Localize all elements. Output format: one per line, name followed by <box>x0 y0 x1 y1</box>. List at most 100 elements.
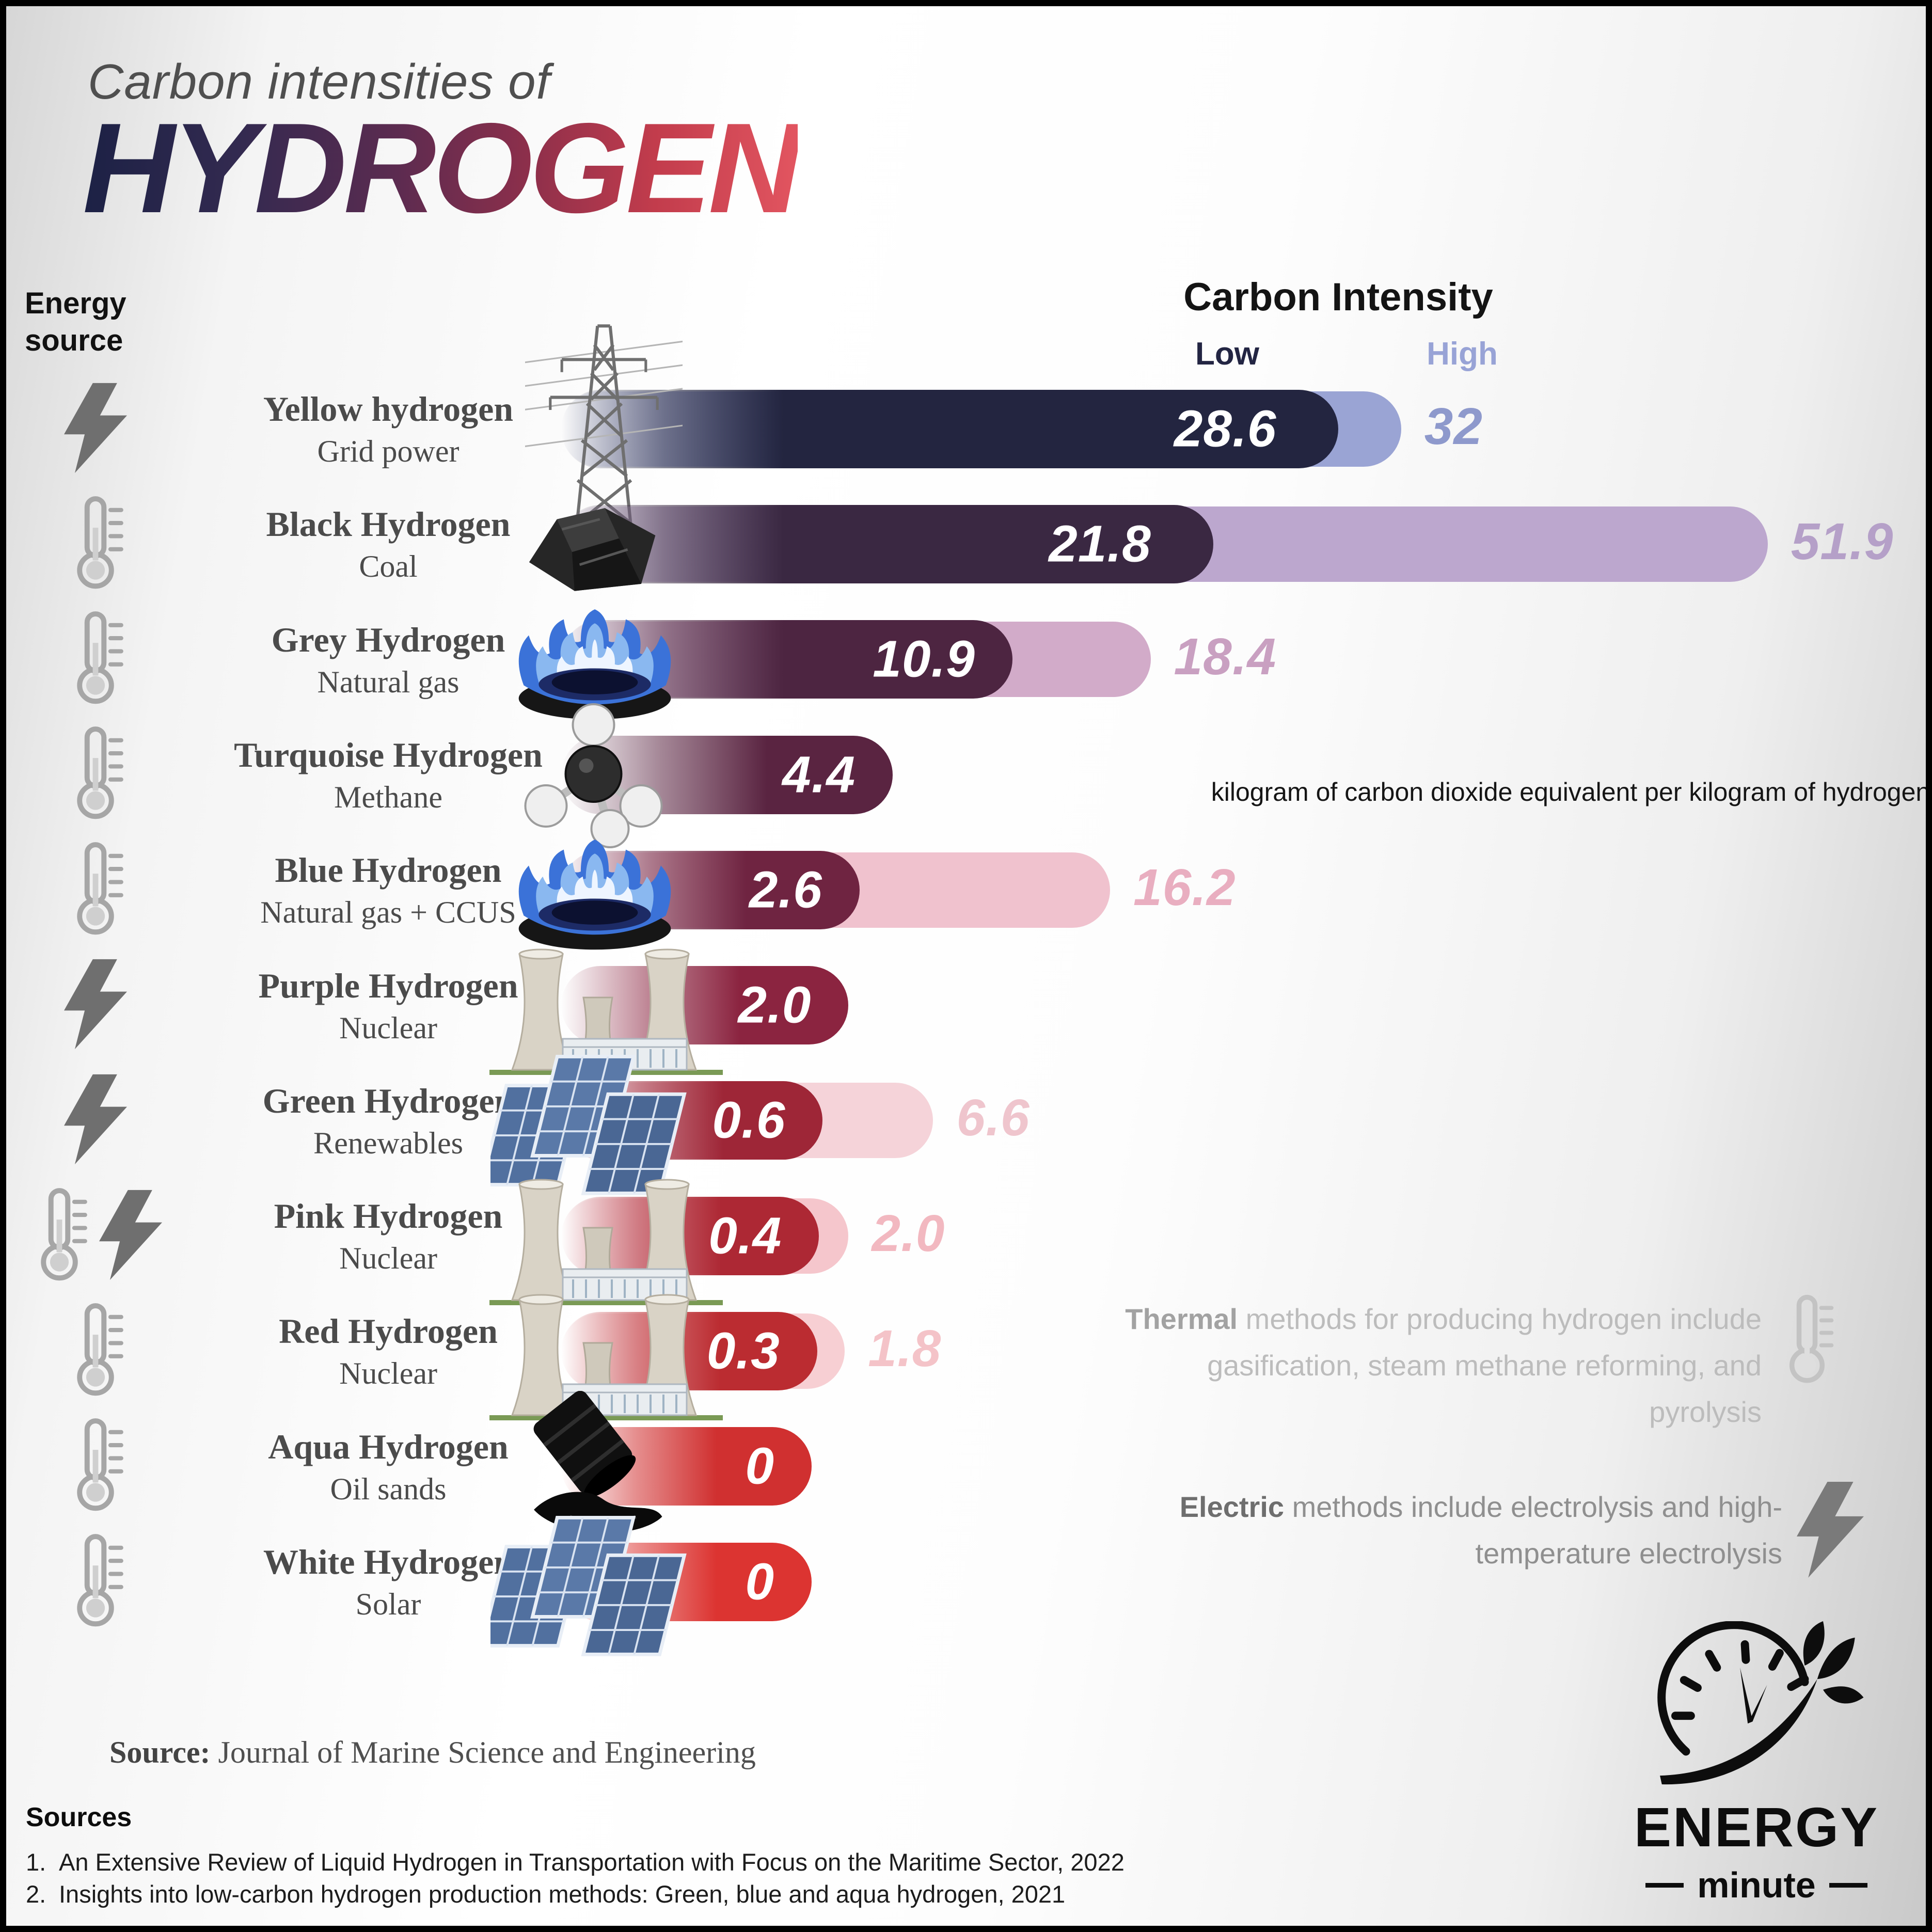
clock-leaf-logo-icon <box>1657 1621 1864 1785</box>
high-value-label: 6.6 <box>956 1089 1030 1147</box>
energy-type-icons <box>21 1409 170 1525</box>
row-sublabel: Natural gas + CCUS <box>260 895 516 930</box>
oil-sands-photo <box>508 1390 682 1541</box>
clock-leaf-logo-icon <box>1645 1621 1867 1792</box>
high-bar <box>561 506 1768 582</box>
row-sublabel: Renewables <box>313 1126 463 1160</box>
low-legend-label: Low <box>1195 336 1259 372</box>
thermometer-icon <box>77 726 123 819</box>
high-value-label: 32 <box>1424 397 1483 455</box>
row-name: White Hydrogen <box>263 1542 514 1581</box>
nuclear-plant-photo <box>485 1273 728 1428</box>
low-value-label: 28.6 <box>1174 400 1277 458</box>
logo-dash-left <box>1645 1882 1684 1888</box>
chart-row: Green Hydrogen Renewables 6.6 0.6 <box>6 1054 1926 1195</box>
high-value-label: 16.2 <box>1133 858 1236 916</box>
chart-row: Pink Hydrogen Nuclear 2.0 0.4 <box>6 1178 1926 1306</box>
high-value-label: 51.9 <box>1791 512 1894 571</box>
chart-row: Blue Hydrogen Natural gas + CCUS 16.2 2.6 <box>6 832 1926 950</box>
power-lines-photo <box>514 307 693 547</box>
methane-molecule-photo <box>515 696 672 851</box>
row-label: Grey Hydrogen Natural gas <box>156 602 621 718</box>
row-sublabel: Nuclear <box>339 1241 437 1276</box>
row-name: Blue Hydrogen <box>275 850 502 890</box>
row-sublabel: Natural gas <box>317 664 460 699</box>
high-bar <box>561 1198 849 1274</box>
low-value-label: 2.6 <box>749 861 822 919</box>
row-name: Purple Hydrogen <box>258 965 518 1005</box>
energy-minute-logo: ENERGY minute <box>1591 1621 1922 1906</box>
title-tagline: Carbon intensities of <box>88 54 551 109</box>
thermometer-icon <box>65 840 126 941</box>
thermometer-icon <box>29 1186 90 1287</box>
row-sublabel: Methane <box>334 780 442 814</box>
thermometer-icon <box>65 1532 126 1633</box>
source-item-number: 1. <box>26 1848 46 1876</box>
source-item-text: An Extensive Review of Liquid Hydrogen i… <box>59 1848 1125 1876</box>
thermometer-icon <box>77 496 123 589</box>
chart-row: Grey Hydrogen Natural gas 18.4 10.9 <box>6 602 1926 719</box>
low-bar: 4.4 <box>561 735 893 814</box>
energy-type-icons <box>21 1063 170 1179</box>
high-bar <box>561 622 1151 698</box>
high-bar <box>561 1083 933 1159</box>
high-value-label: 2.0 <box>872 1204 945 1262</box>
high-legend-label: High <box>1427 336 1498 372</box>
coal-photo <box>512 489 677 605</box>
lightning-icon <box>64 957 127 1054</box>
low-value-label: 2.0 <box>738 976 812 1034</box>
row-label: Green Hydrogen Renewables <box>156 1063 621 1179</box>
chart-row: Black Hydrogen Coal 51.9 21.8 <box>6 486 1926 605</box>
thermometer-icon <box>77 1303 123 1396</box>
low-bar: 2.0 <box>561 966 849 1045</box>
thermometer-icon <box>77 1533 123 1626</box>
energy-source-column-header: Energy source <box>25 287 126 357</box>
high-bar <box>561 391 1401 467</box>
high-value-label: 18.4 <box>1174 628 1277 686</box>
low-bar: 21.8 <box>561 504 1213 583</box>
sources-block: Sources 1. An Extensive Review of Liquid … <box>26 1802 1575 1910</box>
thermal-methods-note: Thermal methods for producing hydrogen i… <box>1116 1296 1762 1435</box>
high-bar <box>561 852 1111 928</box>
row-label: Red Hydrogen Nuclear <box>156 1293 621 1409</box>
low-bar: 0.3 <box>561 1312 817 1391</box>
source-item: 2. Insights into low-carbon hydrogen prod… <box>26 1878 1575 1910</box>
thermometer-icon <box>77 842 123 935</box>
row-label: Turquoise Hydrogen Methane <box>156 717 621 833</box>
thermometer-icon <box>65 494 126 595</box>
row-label: Black Hydrogen Coal <box>156 486 621 602</box>
source-item-number: 2. <box>26 1880 46 1908</box>
thermometer-icon <box>65 1416 126 1517</box>
low-value-label: 10.9 <box>873 630 975 688</box>
thermometer-icon <box>77 1418 123 1511</box>
high-bar <box>561 1313 845 1389</box>
energy-type-icons <box>21 832 170 948</box>
row-name: Yellow hydrogen <box>263 389 514 429</box>
electric-note-lead: Electric <box>1179 1491 1285 1523</box>
thermometer-icon <box>65 724 126 825</box>
low-bar: 28.6 <box>561 389 1339 468</box>
thermometer-icon <box>1778 1293 1836 1406</box>
electric-methods-note: Electric methods include electrolysis an… <box>1168 1484 1782 1577</box>
row-label: Yellow hydrogen Grid power <box>156 371 621 487</box>
logo-subtitle: minute <box>1697 1865 1816 1905</box>
chart-row: Yellow hydrogen Grid power 32 28.6 <box>6 324 1926 539</box>
lightning-icon <box>99 1188 162 1285</box>
source-line-text: Journal of Marine Science and Engineerin… <box>210 1735 756 1769</box>
row-label: Pink Hydrogen Nuclear <box>156 1178 621 1294</box>
thermometer-icon <box>41 1187 87 1280</box>
low-value-label: 21.8 <box>1049 515 1151 573</box>
row-name: Turquoise Hydrogen <box>234 735 543 774</box>
thermal-note-text: methods for producing hydrogen include g… <box>1207 1303 1762 1428</box>
source-item-text: Insights into low-carbon hydrogen produc… <box>59 1880 1066 1908</box>
low-bar: 0.6 <box>561 1081 823 1160</box>
energy-type-icons <box>21 371 170 487</box>
low-value-label: 0.6 <box>712 1091 786 1149</box>
row-name: Pink Hydrogen <box>274 1196 503 1236</box>
row-name: Aqua Hydrogen <box>268 1427 509 1466</box>
logo-dash-right <box>1829 1882 1867 1888</box>
energy-type-icons <box>21 1524 170 1640</box>
low-value-label: 0 <box>745 1437 774 1495</box>
energy-type-icons <box>21 948 170 1064</box>
low-value-label: 0 <box>745 1553 774 1611</box>
